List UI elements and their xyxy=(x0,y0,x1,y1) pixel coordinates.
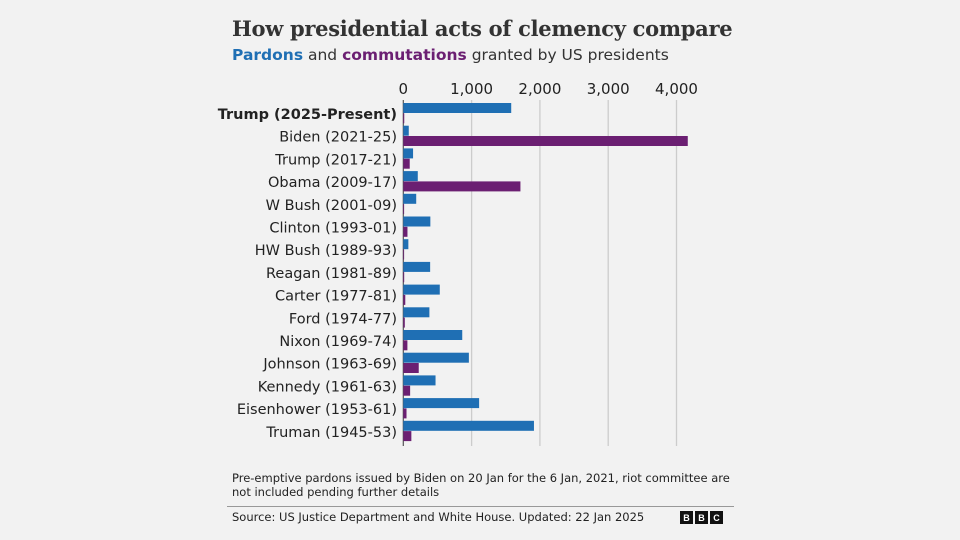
bar-pardons xyxy=(403,307,430,318)
bar-commutations xyxy=(403,158,410,169)
bar-pardons xyxy=(403,171,418,182)
bar-pardons xyxy=(403,398,480,409)
bar-commutations xyxy=(403,340,408,351)
bar-commutations xyxy=(403,317,405,328)
bar-pardons xyxy=(403,420,534,431)
bar-commutations xyxy=(403,431,412,442)
bar-commutations xyxy=(403,113,405,124)
bar-pardons xyxy=(403,375,436,386)
category-label: W Bush (2001-09) xyxy=(266,198,397,214)
bar-commutations xyxy=(403,136,688,146)
category-label: Obama (2009-17) xyxy=(268,175,397,191)
category-label: Clinton (1993-01) xyxy=(269,221,397,237)
logo-letter: C xyxy=(710,511,723,524)
legend-pardons: Pardons xyxy=(232,46,304,64)
bar-pardons xyxy=(403,330,463,340)
category-label: HW Bush (1989-93) xyxy=(255,243,397,259)
subtitle-text: and xyxy=(303,46,343,64)
bar-pardons xyxy=(403,216,431,227)
category-label: Reagan (1981-89) xyxy=(266,266,397,282)
category-label: Ford (1974-77) xyxy=(289,311,397,327)
bar-commutations xyxy=(403,226,408,237)
bar-commutations xyxy=(403,249,405,260)
bar-pardons xyxy=(403,103,512,113)
bar-pardons xyxy=(403,148,414,159)
x-tick-label: 0 xyxy=(399,80,409,98)
bar-pardons xyxy=(403,193,417,204)
bar-pardons xyxy=(403,239,409,250)
x-tick-label: 1,000 xyxy=(450,80,493,98)
chart-title: How presidential acts of clemency compar… xyxy=(232,16,733,41)
bar-pardons xyxy=(403,125,409,136)
bar-pardons xyxy=(403,284,440,295)
source-text: Source: US Justice Department and White … xyxy=(232,510,645,524)
category-label: Nixon (1969-74) xyxy=(279,334,397,350)
logo-letter: B xyxy=(695,511,708,524)
bar-commutations xyxy=(403,272,405,283)
category-label: Trump (2025-Present) xyxy=(218,107,397,123)
bar-commutations xyxy=(403,363,419,373)
logo-letter: B xyxy=(680,511,693,524)
bar-commutations xyxy=(403,294,406,305)
category-label: Truman (1945-53) xyxy=(265,425,397,441)
divider xyxy=(227,506,734,507)
category-label: Eisenhower (1953-61) xyxy=(237,402,397,418)
category-label: Carter (1977-81) xyxy=(275,289,397,305)
footnote: Pre-emptive pardons issued by Biden on 2… xyxy=(232,471,730,499)
bar-commutations xyxy=(403,204,405,215)
bar-commutations xyxy=(403,385,411,396)
legend-commutations: commutations xyxy=(342,46,467,64)
bar-pardons xyxy=(403,352,469,363)
x-tick-label: 4,000 xyxy=(655,80,698,98)
category-label: Kennedy (1961-63) xyxy=(258,379,397,395)
subtitle-text: granted by US presidents xyxy=(466,46,669,64)
bar-pardons xyxy=(403,261,431,272)
x-tick-label: 2,000 xyxy=(518,80,561,98)
chart-subtitle: Pardons and commutations granted by US p… xyxy=(232,46,669,64)
category-label: Biden (2021-25) xyxy=(279,130,397,146)
category-label: Johnson (1963-69) xyxy=(262,357,397,373)
bar-commutations xyxy=(403,408,407,419)
x-tick-label: 3,000 xyxy=(587,80,630,98)
bar-commutations xyxy=(403,181,521,192)
category-label: Trump (2017-21) xyxy=(274,152,397,168)
